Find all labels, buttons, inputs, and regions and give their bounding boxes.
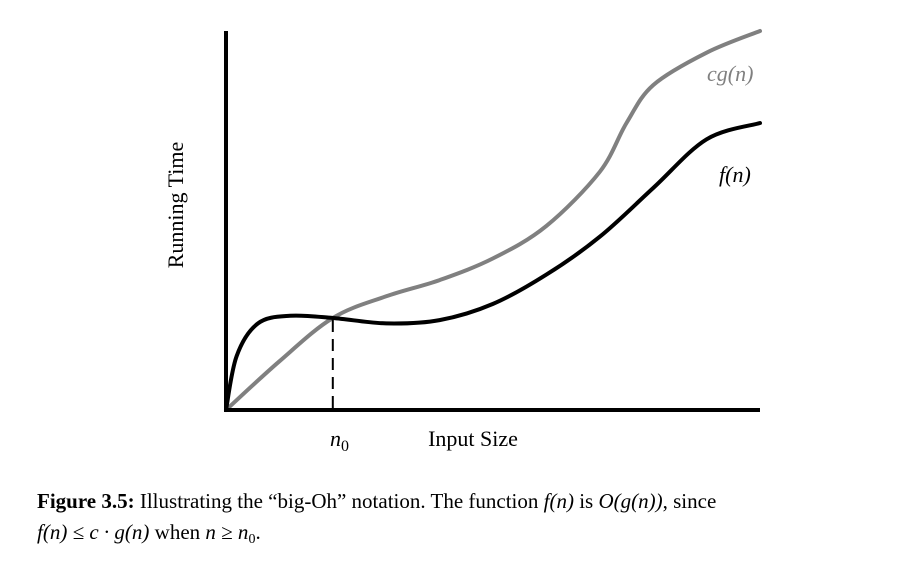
caption-math-fn: f(n) [543,489,574,513]
series-layer [224,29,762,412]
series-line-cgn [224,29,762,412]
x-axis-label: Input Size [428,426,518,451]
series-label-fn: f(n) [719,162,751,187]
caption-text-5: . [255,520,261,544]
figure-caption: Figure 3.5: Illustrating the “big-Oh” no… [37,486,897,548]
series-label-cgn: cg(n) [707,61,753,86]
caption-text-2: is [573,489,599,513]
caption-text-3: , since [662,489,717,513]
n0-main: n [330,426,341,451]
caption-math-n0-sub: 0 [248,532,256,547]
caption-text-4: when [149,520,206,544]
caption-math-inequality: f(n) ≤ c · g(n) [37,520,150,544]
big-oh-chart: Running Time Input Size n0 cg(n) f(n) [163,29,762,455]
caption-text-1: Illustrating the “big-Oh” notation. The … [134,489,544,513]
caption-math-n-ge-n0: n ≥ n [205,520,249,544]
caption-math-big-o: O(g(n)) [598,489,663,513]
y-axis-label: Running Time [163,142,188,269]
caption-label: Figure 3.5: [37,489,135,513]
n0-sub: 0 [341,438,349,455]
n0-tick-label: n0 [330,426,349,455]
series-line-fn [224,121,762,412]
